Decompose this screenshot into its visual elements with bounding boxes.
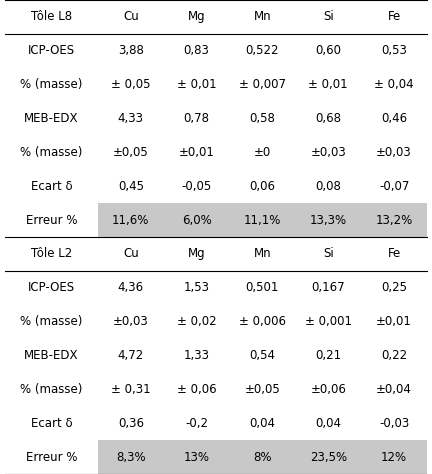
Text: 0,21: 0,21 [315, 349, 341, 362]
Text: -0,2: -0,2 [185, 417, 208, 430]
Text: ±0,03: ±0,03 [113, 315, 149, 328]
Bar [98, 203, 427, 237]
Text: Erreur %: Erreur % [25, 451, 77, 464]
Text: 11,1%: 11,1% [244, 214, 281, 227]
Text: 8,3%: 8,3% [116, 451, 146, 464]
Text: ± 0,006: ± 0,006 [239, 315, 286, 328]
Text: ± 0,05: ± 0,05 [111, 78, 150, 91]
Text: Cu: Cu [123, 247, 139, 260]
Text: 13,2%: 13,2% [375, 214, 413, 227]
Text: -0,03: -0,03 [379, 417, 409, 430]
Text: -0,07: -0,07 [379, 180, 409, 193]
Text: Fe: Fe [388, 10, 401, 23]
Text: % (masse): % (masse) [20, 383, 83, 396]
Text: 1,33: 1,33 [184, 349, 210, 362]
Text: Cu: Cu [123, 10, 139, 23]
Text: % (masse): % (masse) [20, 78, 83, 91]
Text: 0,25: 0,25 [381, 281, 407, 294]
Text: 0,53: 0,53 [381, 44, 407, 57]
Text: Tôle L8: Tôle L8 [31, 10, 72, 23]
Text: 23,5%: 23,5% [310, 451, 347, 464]
Text: ± 0,31: ± 0,31 [111, 383, 151, 396]
Text: Tôle L2: Tôle L2 [31, 247, 72, 260]
Text: Si: Si [323, 247, 334, 260]
Text: 8%: 8% [253, 451, 272, 464]
Bar [98, 440, 427, 474]
Text: ±0,05: ±0,05 [113, 146, 149, 159]
Text: % (masse): % (masse) [20, 146, 83, 159]
Text: 0,501: 0,501 [246, 281, 279, 294]
Text: ± 0,06: ± 0,06 [177, 383, 216, 396]
Text: 0,45: 0,45 [118, 180, 144, 193]
Text: 12%: 12% [381, 451, 407, 464]
Text: 0,167: 0,167 [311, 281, 345, 294]
Text: 0,08: 0,08 [315, 180, 341, 193]
Text: ±0,01: ±0,01 [376, 315, 412, 328]
Text: 0,522: 0,522 [246, 44, 279, 57]
Text: 0,46: 0,46 [381, 112, 407, 125]
Text: 3,88: 3,88 [118, 44, 144, 57]
Text: Mn: Mn [254, 10, 271, 23]
Text: 0,06: 0,06 [249, 180, 276, 193]
Text: 0,04: 0,04 [249, 417, 276, 430]
Text: 4,72: 4,72 [118, 349, 144, 362]
Text: MEB-EDX: MEB-EDX [24, 112, 79, 125]
Text: % (masse): % (masse) [20, 315, 83, 328]
Text: Mg: Mg [188, 247, 205, 260]
Text: Ecart δ: Ecart δ [31, 417, 72, 430]
Text: ± 0,01: ± 0,01 [308, 78, 348, 91]
Text: ± 0,04: ± 0,04 [374, 78, 414, 91]
Text: ± 0,007: ± 0,007 [239, 78, 286, 91]
Text: ±0: ±0 [254, 146, 271, 159]
Text: 0,22: 0,22 [381, 349, 407, 362]
Text: Erreur %: Erreur % [25, 214, 77, 227]
Text: ± 0,01: ± 0,01 [177, 78, 216, 91]
Text: 1,53: 1,53 [184, 281, 210, 294]
Text: -0,05: -0,05 [181, 180, 212, 193]
Text: 0,04: 0,04 [315, 417, 341, 430]
Text: 0,83: 0,83 [184, 44, 210, 57]
Text: 6,0%: 6,0% [182, 214, 211, 227]
Text: 4,36: 4,36 [118, 281, 144, 294]
Text: 0,60: 0,60 [315, 44, 341, 57]
Text: ±0,03: ±0,03 [310, 146, 346, 159]
Text: ±0,03: ±0,03 [376, 146, 412, 159]
Text: Mn: Mn [254, 247, 271, 260]
Text: 0,54: 0,54 [249, 349, 276, 362]
Text: ± 0,001: ± 0,001 [305, 315, 352, 328]
Text: ±0,01: ±0,01 [179, 146, 215, 159]
Text: ICP-OES: ICP-OES [28, 281, 75, 294]
Text: 0,58: 0,58 [250, 112, 275, 125]
Text: 0,68: 0,68 [315, 112, 341, 125]
Text: 11,6%: 11,6% [112, 214, 149, 227]
Text: ICP-OES: ICP-OES [28, 44, 75, 57]
Text: Si: Si [323, 10, 334, 23]
Text: ±0,05: ±0,05 [245, 383, 280, 396]
Text: 0,36: 0,36 [118, 417, 144, 430]
Text: 13,3%: 13,3% [310, 214, 347, 227]
Text: 0,78: 0,78 [184, 112, 210, 125]
Text: Fe: Fe [388, 247, 401, 260]
Text: Mg: Mg [188, 10, 205, 23]
Text: 13%: 13% [184, 451, 210, 464]
Text: 4,33: 4,33 [118, 112, 144, 125]
Text: Ecart δ: Ecart δ [31, 180, 72, 193]
Text: ± 0,02: ± 0,02 [177, 315, 216, 328]
Text: MEB-EDX: MEB-EDX [24, 349, 79, 362]
Text: ±0,06: ±0,06 [310, 383, 346, 396]
Text: ±0,04: ±0,04 [376, 383, 412, 396]
